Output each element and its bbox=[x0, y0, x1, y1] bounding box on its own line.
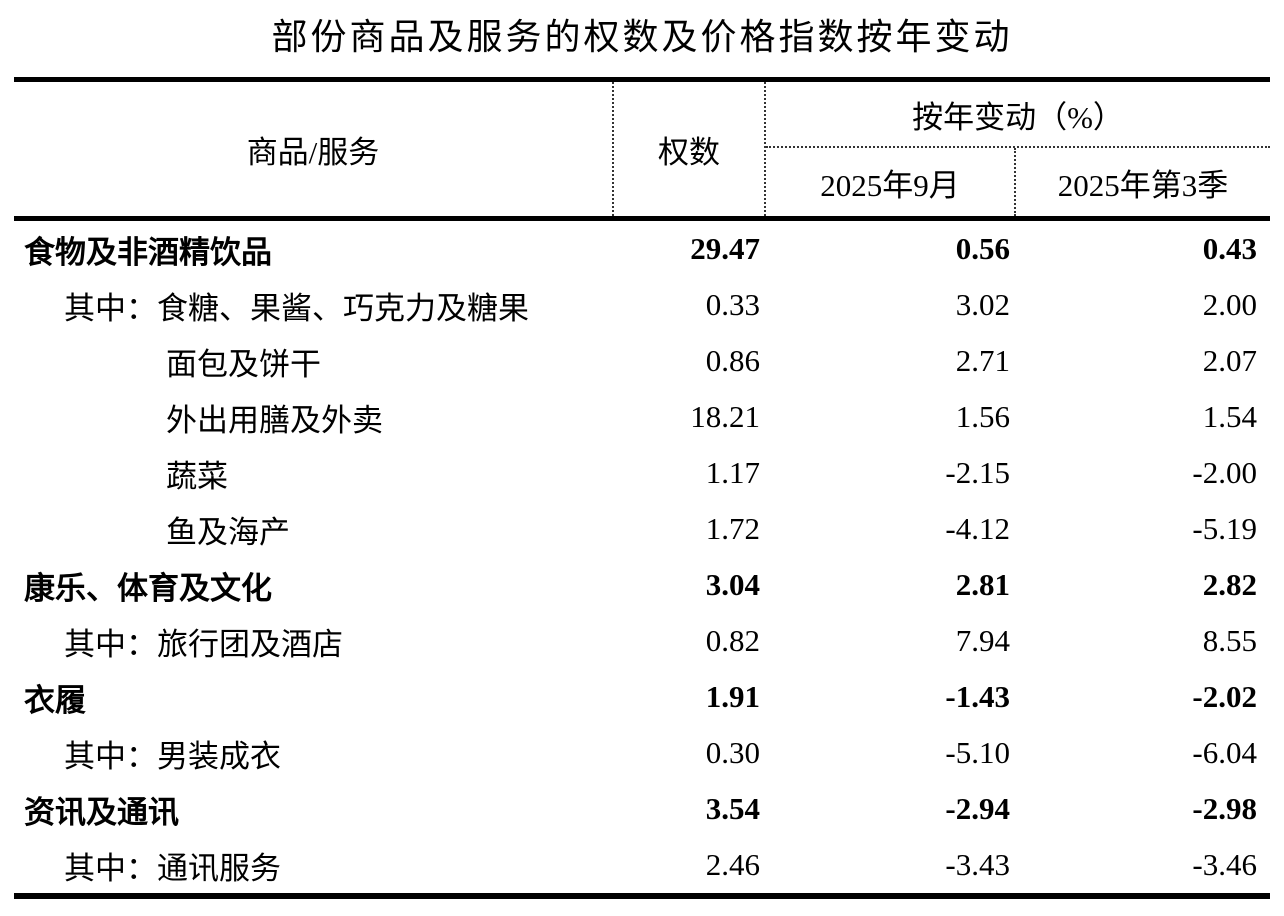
row-label: 其中：旅行团及酒店 bbox=[64, 626, 343, 662]
table-body: 食物及非酒精饮品 29.47 0.56 0.43 其中：食糖、果酱、巧克力及糖果 0.33… bbox=[14, 221, 1270, 899]
weight-value: 1.17 bbox=[705, 455, 760, 490]
month-change-value: 1.56 bbox=[955, 399, 1010, 434]
weight-value: 0.82 bbox=[705, 623, 760, 658]
table-title: 部份商品及服务的权数及价格指数按年变动 bbox=[271, 17, 1013, 57]
month-change-value: 7.94 bbox=[955, 623, 1010, 658]
month-change-value: 2.71 bbox=[955, 343, 1010, 378]
weight-value: 0.30 bbox=[705, 735, 760, 770]
table-row: 其中：男装成衣 0.30 -5.10 -6.04 bbox=[14, 725, 1270, 781]
table-row: 其中：旅行团及酒店 0.82 7.94 8.55 bbox=[14, 613, 1270, 669]
month-change-value: -4.12 bbox=[945, 511, 1010, 546]
price-index-table: 商品/服务 权数 按年变动（%） 2025年9月 2025年第3季 食物及非酒精… bbox=[14, 77, 1270, 899]
month-change-value: -3.43 bbox=[945, 847, 1010, 882]
month-change-value: 0.56 bbox=[955, 231, 1010, 266]
row-label: 其中：通讯服务 bbox=[64, 850, 281, 886]
quarter-change-value: 1.54 bbox=[1202, 399, 1257, 434]
weight-value: 3.04 bbox=[705, 567, 760, 602]
row-label: 其中：食糖、果酱、巧克力及糖果 bbox=[64, 290, 529, 326]
month-change-value: 3.02 bbox=[955, 287, 1010, 322]
month-change-value: -2.94 bbox=[945, 791, 1010, 826]
quarter-change-value: 2.00 bbox=[1202, 287, 1257, 322]
header-cell-weight: 权数 bbox=[612, 82, 766, 216]
weight-value: 1.72 bbox=[705, 511, 760, 546]
quarter-change-value: -2.98 bbox=[1192, 791, 1257, 826]
month-change-value: 2.81 bbox=[955, 567, 1010, 602]
quarter-change-value: 2.82 bbox=[1202, 567, 1257, 602]
row-label: 外出用膳及外卖 bbox=[166, 402, 383, 438]
header-cell-quarter: 2025年第3季 bbox=[1014, 148, 1270, 216]
table-row: 其中：食糖、果酱、巧克力及糖果 0.33 3.02 2.00 bbox=[14, 277, 1270, 333]
month-change-value: -5.10 bbox=[945, 735, 1010, 770]
row-label: 资讯及通讯 bbox=[24, 794, 179, 830]
row-label: 食物及非酒精饮品 bbox=[24, 234, 272, 270]
month-change-value: -2.15 bbox=[945, 455, 1010, 490]
row-label: 蔬菜 bbox=[166, 458, 228, 494]
quarter-change-value: -2.00 bbox=[1192, 455, 1257, 490]
quarter-change-value: 8.55 bbox=[1202, 623, 1257, 658]
table-header: 商品/服务 权数 按年变动（%） 2025年9月 2025年第3季 bbox=[14, 77, 1270, 221]
weight-value: 0.33 bbox=[705, 287, 760, 322]
weight-value: 1.91 bbox=[705, 679, 760, 714]
quarter-change-value: 0.43 bbox=[1202, 231, 1257, 266]
header-cell-yoy-change: 按年变动（%） bbox=[766, 82, 1270, 148]
table-row: 食物及非酒精饮品 29.47 0.56 0.43 bbox=[14, 221, 1270, 277]
weight-value: 2.46 bbox=[705, 847, 760, 882]
header-cell-month: 2025年9月 bbox=[820, 167, 960, 203]
weight-value: 0.86 bbox=[705, 343, 760, 378]
quarter-change-value: -3.46 bbox=[1192, 847, 1257, 882]
row-label: 面包及饼干 bbox=[166, 346, 321, 382]
row-label: 衣履 bbox=[24, 682, 86, 718]
weight-value: 29.47 bbox=[690, 231, 760, 266]
weight-value: 3.54 bbox=[705, 791, 760, 826]
header-cell-commodity-service: 商品/服务 bbox=[246, 134, 380, 170]
row-label: 鱼及海产 bbox=[166, 514, 290, 550]
weight-value: 18.21 bbox=[690, 399, 760, 434]
table-row: 其中：通讯服务 2.46 -3.43 -3.46 bbox=[14, 837, 1270, 893]
month-change-value: -1.43 bbox=[945, 679, 1010, 714]
quarter-change-value: -5.19 bbox=[1192, 511, 1257, 546]
quarter-change-value: 2.07 bbox=[1202, 343, 1257, 378]
quarter-change-value: -2.02 bbox=[1192, 679, 1257, 714]
table-row: 资讯及通讯 3.54 -2.94 -2.98 bbox=[14, 781, 1270, 837]
quarter-change-value: -6.04 bbox=[1192, 735, 1257, 770]
table-row: 衣履 1.91 -1.43 -2.02 bbox=[14, 669, 1270, 725]
table-row: 面包及饼干 0.86 2.71 2.07 bbox=[14, 333, 1270, 389]
table-row: 外出用膳及外卖 18.21 1.56 1.54 bbox=[14, 389, 1270, 445]
table-row: 蔬菜 1.17 -2.15 -2.00 bbox=[14, 445, 1270, 501]
table-row: 康乐、体育及文化 3.04 2.81 2.82 bbox=[14, 557, 1270, 613]
row-label: 康乐、体育及文化 bbox=[24, 570, 272, 606]
table-row: 鱼及海产 1.72 -4.12 -5.19 bbox=[14, 501, 1270, 557]
row-label: 其中：男装成衣 bbox=[64, 738, 281, 774]
